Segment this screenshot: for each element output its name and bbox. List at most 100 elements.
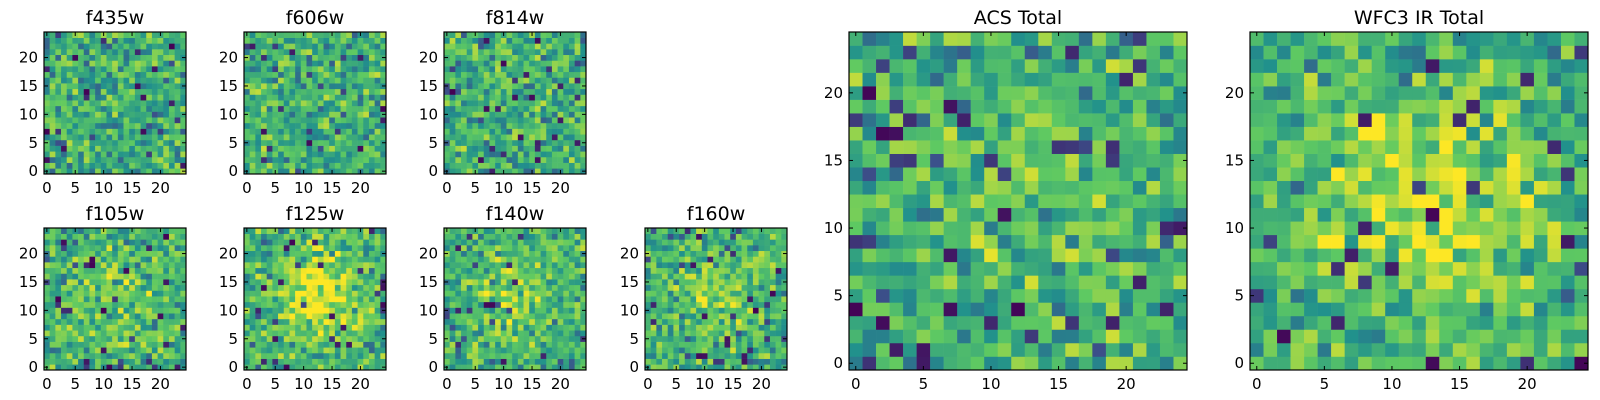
heatmap-cell: [752, 256, 759, 263]
heatmap-cell: [95, 54, 102, 61]
heatmap-cell: [679, 313, 686, 320]
heatmap-cell: [368, 330, 375, 337]
heatmap-cell: [72, 43, 79, 50]
heatmap-cell: [312, 358, 319, 365]
heatmap-cell: [255, 290, 262, 297]
heatmap-cell: [747, 318, 754, 325]
heatmap-cell: [83, 32, 90, 38]
heatmap-cell: [278, 335, 285, 342]
heatmap-cell: [317, 358, 324, 365]
heatmap-cell: [1065, 302, 1080, 317]
heatmap-cell: [580, 301, 587, 308]
heatmap-cell: [295, 139, 302, 146]
heatmap-cell: [517, 335, 524, 342]
heatmap-cell: [300, 117, 307, 124]
heatmap-cell: [984, 248, 999, 263]
heatmap-cell: [707, 358, 714, 365]
heatmap-cell: [551, 335, 558, 342]
heatmap-cell: [903, 261, 917, 276]
heatmap-cell: [752, 279, 759, 286]
heatmap-cell: [266, 324, 273, 331]
heatmap-cell: [580, 330, 587, 337]
heatmap-cell: [775, 352, 782, 359]
heatmap-cell: [517, 156, 524, 163]
heatmap-cell: [244, 71, 250, 78]
heatmap-cell: [506, 66, 513, 73]
heatmap-cell: [334, 128, 341, 135]
heatmap-cell: [690, 228, 697, 234]
heatmap-cell: [752, 233, 759, 240]
heatmap-cell: [529, 151, 536, 158]
heatmap-cell: [283, 318, 290, 325]
heatmap-cell: [357, 273, 364, 280]
heatmap-cell: [357, 111, 364, 118]
heatmap-cell: [747, 307, 754, 314]
heatmap-cell: [1024, 315, 1039, 330]
heatmap-cell: [117, 262, 124, 269]
heatmap-cell: [363, 49, 370, 56]
heatmap-cell: [684, 301, 691, 308]
heatmap-cell: [580, 313, 587, 320]
heatmap-cell: [534, 122, 541, 129]
heatmap-cell: [83, 156, 90, 163]
heatmap-cell: [106, 128, 113, 135]
heatmap-cell: [551, 49, 558, 56]
heatmap-cell: [249, 233, 256, 240]
heatmap-cell: [540, 273, 547, 280]
heatmap-cell: [44, 151, 50, 158]
heatmap-cell: [916, 261, 931, 276]
heatmap-cell: [483, 358, 490, 365]
heatmap-cell: [289, 347, 296, 354]
heatmap-cell: [512, 290, 519, 297]
heatmap-cell: [568, 145, 575, 152]
heatmap-cell: [534, 156, 541, 163]
heatmap-cell: [55, 122, 62, 129]
heatmap-cell: [478, 245, 485, 252]
heatmap-cell: [916, 302, 931, 317]
heatmap-cell: [174, 66, 181, 73]
heatmap-cell: [89, 233, 96, 240]
heatmap-cell: [61, 37, 68, 44]
heatmap-cell: [764, 341, 771, 348]
heatmap-cell: [374, 267, 381, 274]
heatmap-cell: [112, 88, 119, 95]
heatmap-cell: [312, 88, 319, 95]
heatmap-cell: [346, 100, 353, 107]
heatmap-cell: [916, 207, 931, 222]
heatmap-cell: [174, 94, 181, 101]
heatmap-cell: [351, 347, 358, 354]
heatmap-cell: [278, 49, 285, 56]
heatmap-cell: [679, 301, 686, 308]
heatmap-cell: [500, 88, 507, 95]
heatmap-cell: [123, 324, 130, 331]
heatmap-cell: [146, 233, 153, 240]
heatmap-cell: [707, 341, 714, 348]
heatmap-cell: [512, 145, 519, 152]
heatmap-cell: [707, 256, 714, 263]
heatmap-cell: [540, 245, 547, 252]
heatmap-cell: [557, 60, 564, 67]
heatmap-cell: [323, 233, 330, 240]
heatmap-cell: [512, 335, 519, 342]
heatmap-cell: [100, 324, 107, 331]
heatmap-cell: [100, 330, 107, 337]
heatmap-cell: [151, 250, 158, 257]
heatmap-cell: [117, 117, 124, 124]
heatmap-cell: [506, 301, 513, 308]
heatmap-cell: [249, 37, 256, 44]
heatmap-cell: [1011, 180, 1026, 195]
heatmap-cell: [340, 296, 347, 303]
heatmap-cell: [455, 32, 462, 38]
heatmap-cell: [329, 324, 336, 331]
heatmap-cell: [289, 37, 296, 44]
heatmap-cell: [775, 313, 782, 320]
heatmap-cell: [363, 228, 370, 234]
heatmap-cell: [701, 256, 708, 263]
heatmap-cell: [95, 49, 102, 56]
heatmap-cell: [534, 335, 541, 342]
heatmap-cell: [340, 37, 347, 44]
heatmap-cell: [129, 341, 136, 348]
heatmap-cell: [83, 313, 90, 320]
heatmap-cell: [741, 364, 748, 371]
heatmap-cell: [300, 134, 307, 141]
